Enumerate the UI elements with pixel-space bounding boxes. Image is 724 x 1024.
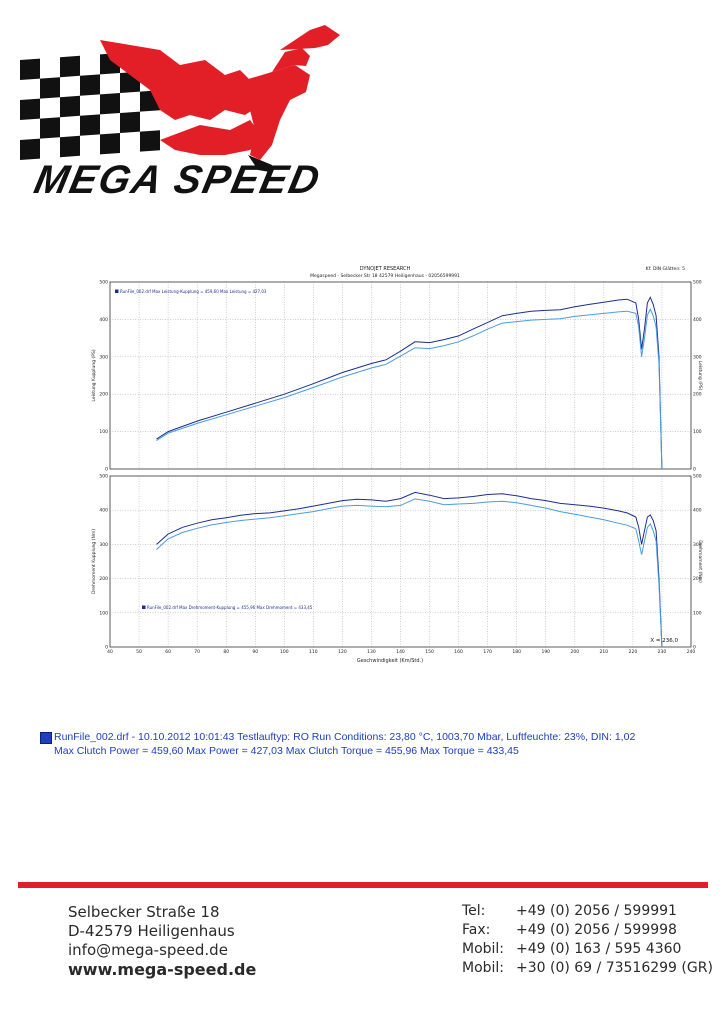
address-street: Selbecker Straße 18 bbox=[68, 903, 220, 921]
power-y-tick-right: 0 bbox=[693, 467, 696, 473]
contact-value-mobil-de: +49 (0) 163 / 595 4360 bbox=[516, 941, 682, 957]
power-plot: 0 0 100 100 200 200 300 300 400 400 500 500 Leistung… bbox=[91, 280, 703, 473]
x-tick-label: 170 bbox=[483, 649, 492, 655]
brand-name: MEGA SPEED bbox=[30, 158, 326, 202]
contact-label-mobil-de: Mobil: bbox=[462, 941, 505, 957]
power-y-axis-label: Leistung Kupplung (PS) bbox=[91, 349, 97, 401]
torque-y-tick-left: 500 bbox=[99, 474, 108, 480]
cursor-annotation: X = 236,0 bbox=[650, 638, 678, 644]
torque-y-tick-right: 100 bbox=[693, 610, 702, 616]
x-tick-label: 200 bbox=[571, 649, 580, 655]
power-series-clutch bbox=[156, 296, 663, 470]
x-tick-label: 210 bbox=[600, 649, 609, 655]
torque-y-tick-right: 300 bbox=[693, 542, 702, 548]
power-y-tick-left: 200 bbox=[99, 392, 108, 398]
power-y-tick-right: 200 bbox=[693, 392, 702, 398]
power-y-tick-left: 100 bbox=[99, 429, 108, 435]
torque-y-axis-label-right: Drehmoment (Nm) bbox=[697, 540, 703, 583]
mega-speed-logo bbox=[20, 25, 340, 172]
run-info-line2: Max Clutch Power = 459,60 Max Power = 42… bbox=[54, 745, 519, 757]
power-y-tick-right: 100 bbox=[693, 429, 702, 435]
power-y-axis-label-right: Leistung (PS) bbox=[697, 361, 703, 391]
torque-y-tick-left: 0 bbox=[105, 645, 108, 651]
torque-y-tick-left: 300 bbox=[99, 542, 108, 548]
torque-legend-swatch bbox=[142, 605, 146, 609]
contact-value-tel: +49 (0) 2056 / 599991 bbox=[516, 903, 677, 919]
x-tick-label: 130 bbox=[367, 649, 376, 655]
x-tick-label: 230 bbox=[658, 649, 667, 655]
x-tick-label: 140 bbox=[396, 649, 405, 655]
run-info-line1: RunFile_002.drf - 10.10.2012 10:01:43 Te… bbox=[54, 731, 636, 743]
torque-y-tick-right: 0 bbox=[693, 645, 696, 651]
x-tick-label: 50 bbox=[136, 649, 142, 655]
torque-y-tick-right: 400 bbox=[693, 508, 702, 514]
x-tick-label: 40 bbox=[107, 649, 113, 655]
torque-y-axis-label: Drehmoment Kupplung (Nm) bbox=[91, 529, 97, 594]
torque-plot: 0 0 100 100 200 200 300 300 400 400 500 500 Drehmome… bbox=[91, 474, 703, 656]
torque-y-tick-left: 200 bbox=[99, 576, 108, 582]
x-tick-label: 190 bbox=[541, 649, 550, 655]
torque-series-wheel bbox=[156, 498, 663, 648]
x-tick-label: 160 bbox=[454, 649, 463, 655]
x-tick-label: 120 bbox=[338, 649, 347, 655]
x-tick-label: 80 bbox=[223, 649, 229, 655]
torque-y-tick-right: 500 bbox=[693, 474, 702, 480]
torque-series-clutch bbox=[156, 491, 663, 648]
power-y-tick-left: 400 bbox=[99, 317, 108, 323]
torque-legend: RunFile_002.drf Max Drehmoment-Kupplung … bbox=[147, 605, 313, 610]
contact-value-mobil-gr: +30 (0) 69 / 73516299 (GR) bbox=[516, 960, 713, 976]
power-y-tick-right: 300 bbox=[693, 354, 702, 360]
chart-title: DYNOJET RESEARCH bbox=[360, 266, 411, 272]
chart-smoothing: Kf: DIN Glätten: 5 bbox=[646, 266, 686, 272]
contact-label-tel: Tel: bbox=[462, 903, 486, 919]
dyno-chart: DYNOJET RESEARCH Megaspeed - Selbecker S… bbox=[91, 266, 703, 664]
power-y-tick-right: 400 bbox=[693, 317, 702, 323]
power-y-tick-left: 0 bbox=[105, 467, 108, 473]
power-series-wheel bbox=[156, 308, 663, 470]
x-axis-label: Geschwindigkeit (Km/Std.) bbox=[357, 658, 423, 664]
x-tick-label: 180 bbox=[512, 649, 521, 655]
x-tick-label: 100 bbox=[280, 649, 289, 655]
torque-y-tick-left: 100 bbox=[99, 610, 108, 616]
eagle-icon bbox=[100, 25, 340, 172]
power-y-tick-right: 500 bbox=[693, 280, 702, 286]
website-link[interactable]: www.mega-speed.de bbox=[68, 960, 257, 979]
x-tick-label: 220 bbox=[629, 649, 638, 655]
torque-y-tick-left: 400 bbox=[99, 508, 108, 514]
footer-divider bbox=[18, 882, 708, 888]
power-legend-swatch bbox=[115, 289, 119, 293]
email-link[interactable]: info@mega-speed.de bbox=[68, 941, 228, 959]
contact-label-fax: Fax: bbox=[462, 922, 491, 938]
power-legend: RunFile_002.drf Max Leistung-Kupplung = … bbox=[120, 289, 267, 294]
chart-subtitle: Megaspeed - Selbecker Str 18 42579 Heili… bbox=[310, 273, 460, 279]
power-y-tick-left: 300 bbox=[99, 354, 108, 360]
contact-label-mobil-gr: Mobil: bbox=[462, 960, 505, 976]
x-tick-label: 240 bbox=[687, 649, 696, 655]
x-tick-label: 150 bbox=[425, 649, 434, 655]
run-legend-square bbox=[40, 732, 52, 744]
torque-y-tick-right: 200 bbox=[693, 576, 702, 582]
x-tick-label: 110 bbox=[309, 649, 318, 655]
contact-value-fax: +49 (0) 2056 / 599998 bbox=[516, 922, 677, 938]
power-y-tick-left: 500 bbox=[99, 280, 108, 286]
x-tick-label: 70 bbox=[194, 649, 200, 655]
x-tick-label: 60 bbox=[165, 649, 171, 655]
address-city: D-42579 Heiligenhaus bbox=[68, 922, 235, 940]
x-tick-label: 90 bbox=[252, 649, 258, 655]
